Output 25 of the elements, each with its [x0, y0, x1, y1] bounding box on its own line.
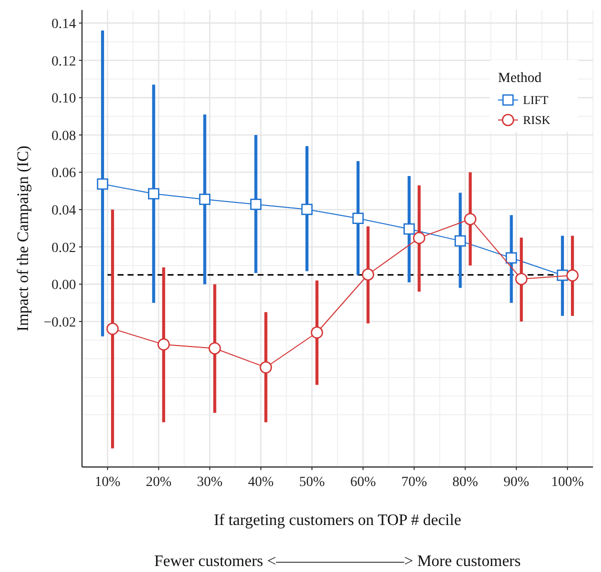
y-tick-label: 0.02: [52, 240, 76, 256]
x-tick-label: 80%: [452, 475, 478, 490]
y-tick-label: 0.10: [52, 92, 76, 107]
y-tick-label: 0.08: [52, 128, 76, 144]
x-tick-label: 20%: [146, 475, 172, 490]
x-tick-label: 100%: [551, 475, 584, 490]
x-tick-label: 40%: [248, 475, 274, 490]
x-axis-title: If targeting customers on TOP # decile: [214, 512, 462, 529]
x-tick-label: 30%: [196, 475, 223, 490]
y-tick-label: −0.02: [44, 315, 76, 330]
y-axis-title: Impact of the Campaign (IC): [15, 146, 32, 332]
legend-label: RISK: [523, 113, 551, 128]
legend-title: Method: [498, 71, 542, 86]
x-tick-label: 90%: [504, 475, 530, 490]
text: Fewer customers <––––––––––––––––> More customers: [154, 553, 521, 570]
x-tick-label: 70%: [401, 475, 428, 490]
y-tick-label: 0.04: [52, 203, 76, 218]
y-tick-label: 0.06: [52, 166, 76, 182]
x-tick-label: 10%: [94, 475, 121, 490]
x-tick-label: 60%: [350, 475, 376, 490]
legend-label: LIFT: [523, 93, 549, 108]
y-tick-label: 0.12: [52, 54, 76, 70]
y-tick-label: 0.00: [52, 278, 76, 294]
y-tick-label: 0.14: [52, 16, 76, 32]
x-tick-label: 50%: [299, 475, 326, 490]
